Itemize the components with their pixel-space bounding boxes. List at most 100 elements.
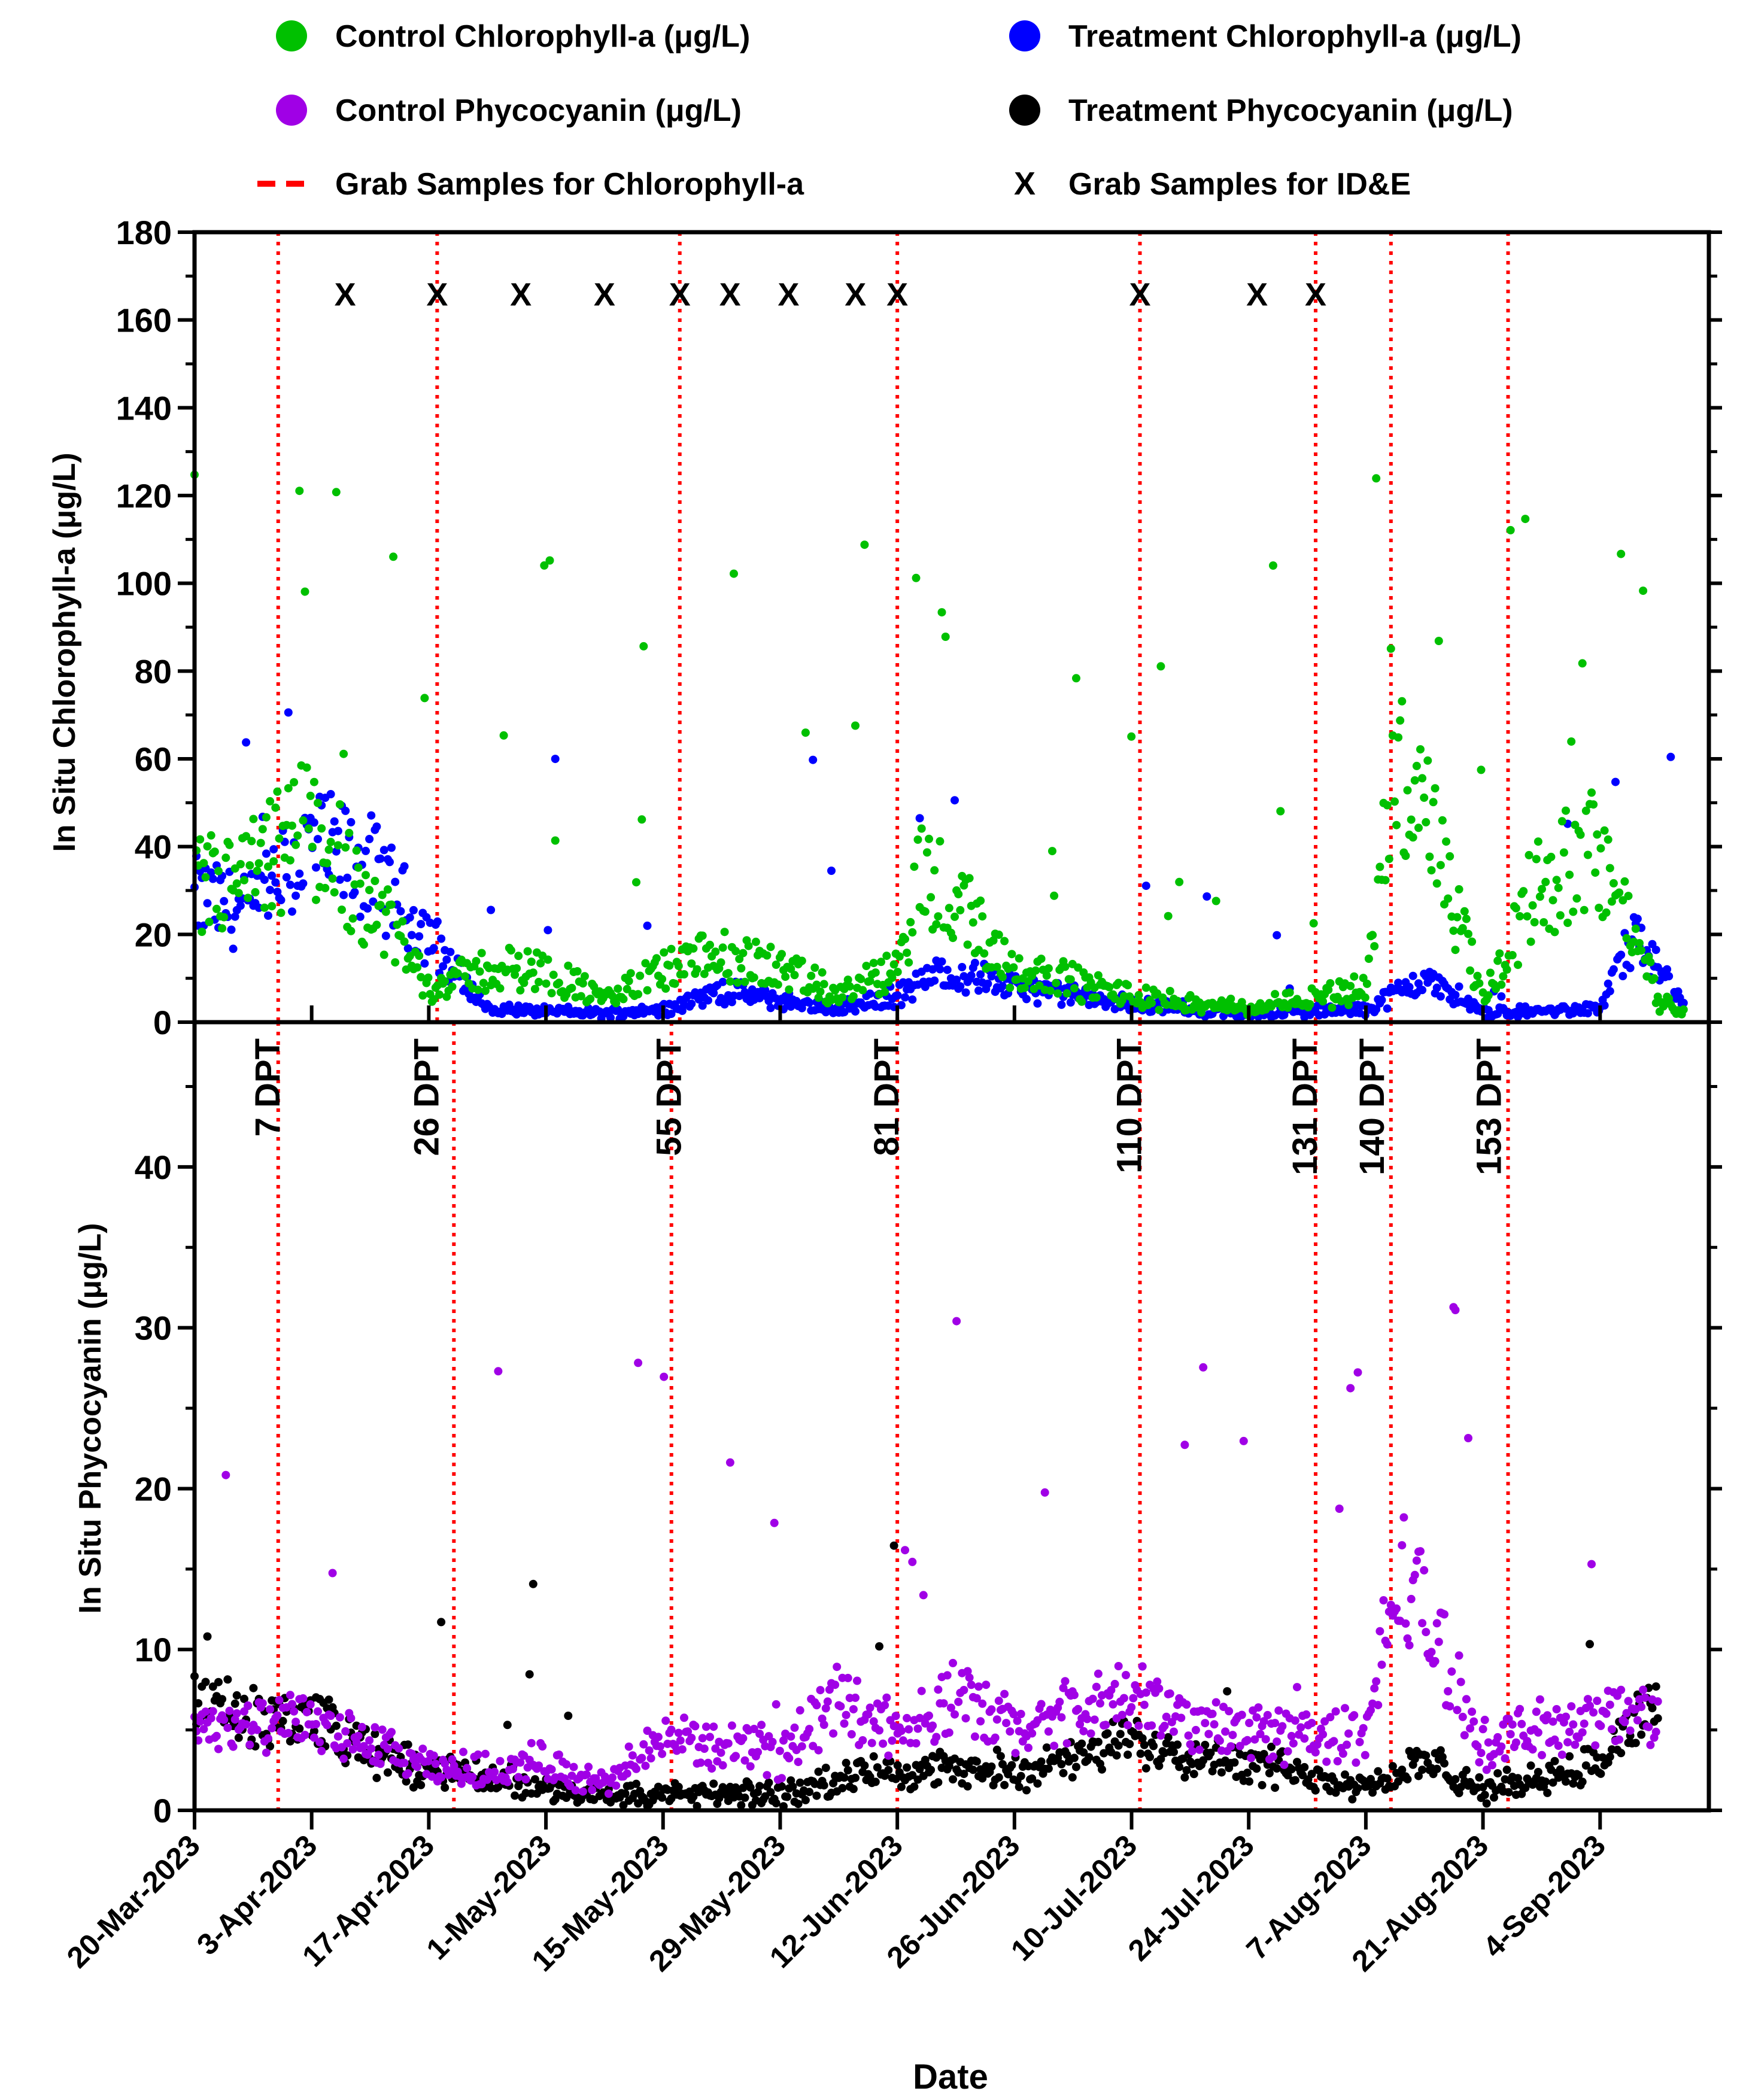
point-control_chl — [1604, 835, 1613, 844]
point-control_chl — [951, 912, 959, 921]
point-treatment_pc — [1245, 1777, 1254, 1786]
point-control_chl — [1548, 896, 1557, 905]
point-control_chl — [810, 964, 819, 972]
point-control_chl — [858, 986, 867, 995]
point-treatment_chl — [314, 835, 322, 844]
point-treatment_chl — [429, 944, 438, 953]
point-control_pc — [244, 1701, 253, 1710]
point-treatment_chl — [766, 1004, 775, 1013]
point-control_pc — [1333, 1756, 1342, 1765]
point-control_chl — [268, 902, 277, 911]
point-control_pc — [1079, 1727, 1088, 1736]
point-control_chl — [1637, 946, 1646, 955]
point-control_chl — [306, 791, 315, 800]
point-treatment_pc — [1123, 1750, 1132, 1759]
point-control_chl — [1326, 979, 1335, 987]
point-control_pc — [1188, 1747, 1197, 1756]
point-control_chl — [737, 964, 746, 972]
point-control_pc — [1237, 1710, 1246, 1719]
point-treatment_chl — [1377, 996, 1386, 1004]
point-treatment_chl — [407, 931, 416, 940]
point-control_chl — [365, 886, 374, 895]
point-control_pc — [739, 1734, 748, 1743]
point-control_pc — [1478, 1725, 1487, 1734]
point-control_pc — [1427, 1648, 1436, 1657]
point-treatment_chl — [761, 986, 770, 995]
point-treatment_chl — [667, 1010, 676, 1019]
point-control_chl — [1453, 913, 1462, 922]
point-control_pc — [223, 1724, 232, 1733]
point-control_chl — [1446, 852, 1454, 861]
point-treatment_pc — [1414, 1771, 1423, 1780]
point-control_pc — [516, 1758, 525, 1767]
point-treatment_chl — [227, 925, 236, 934]
point-control_chl — [573, 967, 582, 975]
point-control_pc — [823, 1697, 832, 1706]
point-treatment_pc — [324, 1695, 333, 1704]
point-treatment_pc — [511, 1791, 520, 1800]
point-control_pc — [1571, 1740, 1580, 1749]
point-control_pc — [273, 1711, 282, 1720]
point-control_chl — [1384, 855, 1393, 864]
point-treatment_pc — [240, 1694, 248, 1703]
legend-label-treatment-pc: Treatment Phycocyanin (μg/L) — [1068, 93, 1513, 128]
point-control_pc — [1140, 1700, 1149, 1709]
point-control_pc — [963, 1667, 972, 1676]
point-control_chl — [453, 969, 462, 978]
point-control_chl — [1396, 716, 1405, 725]
point-control_pc — [290, 1707, 299, 1716]
point-control_pc — [1641, 1693, 1650, 1702]
point-treatment_pc — [286, 1737, 294, 1746]
point-control_pc — [521, 1775, 530, 1784]
y-axis-title-bottom: In Situ Phycocyanin (μg/L) — [73, 1223, 108, 1614]
point-control_chl — [448, 982, 457, 991]
point-control_pc — [866, 1703, 874, 1712]
point-control_chl — [1015, 954, 1024, 963]
point-treatment_chl — [998, 981, 1007, 990]
point-treatment_pc — [1548, 1778, 1557, 1787]
point-control_chl — [1006, 983, 1015, 992]
point-control_pc — [1374, 1701, 1383, 1710]
point-control_chl — [1508, 951, 1517, 959]
point-control_chl — [1571, 820, 1580, 829]
point-treatment_pc — [740, 1793, 749, 1802]
point-treatment_chl — [220, 896, 229, 905]
point-control_pc — [667, 1725, 676, 1734]
point-treatment_pc — [1605, 1752, 1614, 1761]
point-control_chl — [1052, 978, 1061, 987]
point-control_pc — [1050, 1742, 1059, 1750]
point-control_pc — [645, 1746, 654, 1755]
point-treatment_chl — [936, 965, 945, 974]
point-control_chl — [954, 890, 963, 899]
point-control_chl — [354, 863, 363, 872]
point-control_pc — [291, 1718, 300, 1727]
point-control_pc — [1464, 1434, 1472, 1442]
point-treatment_pc — [383, 1768, 392, 1777]
point-control_chl — [540, 561, 549, 570]
point-control_pc — [1156, 1731, 1165, 1740]
point-control_pc — [1119, 1694, 1128, 1703]
point-control_pc — [884, 1751, 893, 1760]
point-control_pc — [1239, 1436, 1248, 1445]
point-control_pc — [268, 1724, 277, 1733]
point-control_pc — [431, 1759, 440, 1768]
point-control_chl — [1532, 855, 1541, 864]
point-control_chl — [1442, 837, 1451, 846]
dpt-label: 81 DPT — [867, 1038, 906, 1156]
point-control_chl — [1484, 991, 1493, 1000]
point-control_pc — [1493, 1733, 1502, 1742]
point-treatment_pc — [621, 1789, 630, 1798]
point-treatment_pc — [838, 1783, 847, 1792]
point-treatment_pc — [232, 1691, 241, 1700]
point-control_chl — [516, 986, 525, 995]
point-treatment_chl — [809, 755, 818, 764]
point-treatment_chl — [356, 912, 365, 921]
y-tick-label-top: 160 — [116, 302, 172, 339]
point-control_pc — [1153, 1677, 1162, 1686]
point-control_pc — [763, 1771, 772, 1780]
point-control_chl — [851, 721, 860, 730]
point-control_pc — [1228, 1731, 1237, 1740]
point-control_pc — [1444, 1687, 1453, 1695]
point-control_chl — [773, 980, 782, 989]
point-control_pc — [212, 1731, 221, 1740]
